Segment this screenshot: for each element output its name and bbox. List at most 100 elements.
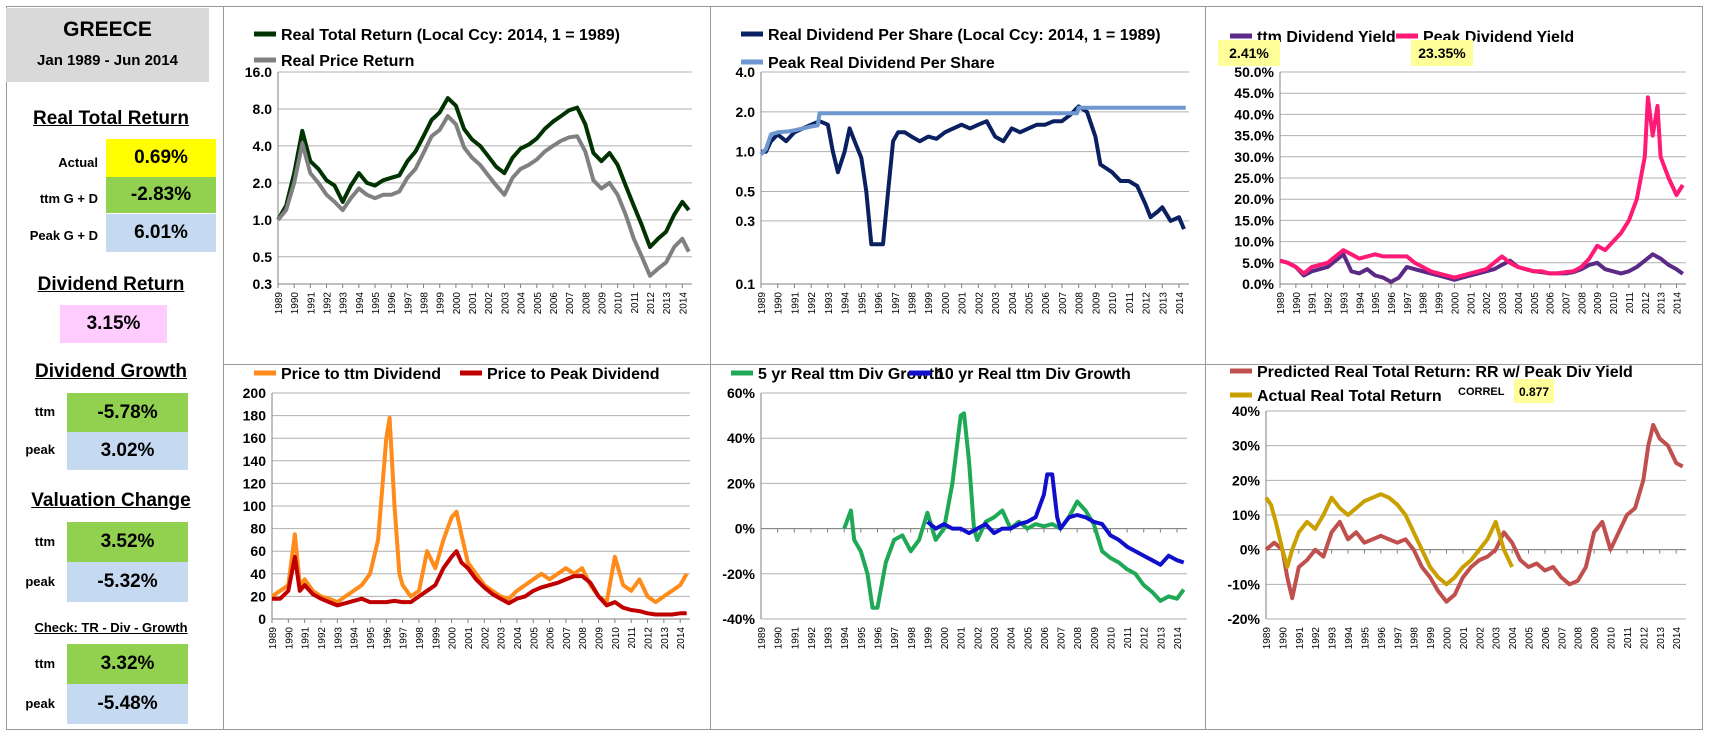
annotation-box <box>1218 40 1280 66</box>
x-tick-label: 2008 <box>1075 292 1086 315</box>
x-tick-label: 1999 <box>924 292 935 315</box>
ttm-gd-value: -2.83% <box>106 177 216 213</box>
x-tick-label: 1993 <box>1339 292 1350 315</box>
legend-label: Real Price Return <box>281 53 414 70</box>
x-tick-label: 1989 <box>268 627 279 650</box>
x-tick-label: 1993 <box>824 627 835 650</box>
y-tick-label: 16.0 <box>245 64 272 80</box>
x-tick-label: 2001 <box>957 627 968 650</box>
x-tick-label: 2014 <box>1672 627 1683 650</box>
y-tick-label: 0.5 <box>736 184 756 200</box>
x-tick-label: 2009 <box>1593 292 1604 315</box>
x-tick-label: 1991 <box>306 292 317 315</box>
y-tick-label: 4.0 <box>736 64 756 80</box>
panel-divider <box>224 364 1703 365</box>
panel-divider <box>710 6 711 730</box>
correl-value: 0.877 <box>1519 385 1549 399</box>
x-tick-label: 1992 <box>807 292 818 315</box>
y-tick-label: 45.0% <box>1234 85 1274 101</box>
x-tick-label: 2007 <box>1057 627 1068 650</box>
y-tick-label: 140 <box>243 453 267 469</box>
x-tick-label: 1994 <box>840 627 851 650</box>
legend-label: Real Dividend Per Share (Local Ccy: 2014… <box>768 27 1161 44</box>
x-tick-label: 1994 <box>841 292 852 315</box>
y-tick-label: 0.5 <box>253 249 273 265</box>
y-tick-label: 5.0% <box>1242 255 1274 271</box>
x-tick-label: 1991 <box>1308 292 1319 315</box>
x-tick-label: 2009 <box>1090 627 1101 650</box>
x-tick-label: 2013 <box>662 292 673 315</box>
x-tick-label: 2012 <box>644 627 655 650</box>
check-ttm-label: ttm <box>34 656 55 671</box>
legend-label: 5 yr Real ttm Div Growth <box>758 366 944 383</box>
x-tick-label: 2009 <box>1590 627 1601 650</box>
x-tick-label: 2002 <box>973 627 984 650</box>
x-tick-label: 2003 <box>1498 292 1509 315</box>
peak-gd-label: Peak G + D <box>29 228 98 243</box>
y-tick-label: 25.0% <box>1234 170 1274 186</box>
series-line-2 <box>276 114 691 278</box>
x-tick-label: 2008 <box>1574 627 1585 650</box>
y-tick-label: 0% <box>1240 542 1261 558</box>
valuation-change-ttm-value: 3.52% <box>67 522 188 562</box>
annotation-box <box>1411 40 1473 66</box>
x-tick-label: 2005 <box>1530 292 1541 315</box>
x-tick-label: 2009 <box>1091 292 1102 315</box>
series-line-1 <box>1264 422 1684 604</box>
y-tick-label: 20 <box>250 588 266 604</box>
x-tick-label: 1996 <box>1377 627 1388 650</box>
x-tick-label: 2011 <box>1623 627 1634 649</box>
x-tick-label: 1996 <box>387 292 398 315</box>
x-tick-label: 1996 <box>873 627 884 650</box>
y-tick-label: -40% <box>722 611 755 627</box>
x-tick-label: 1996 <box>1387 292 1398 315</box>
x-tick-label: 1997 <box>890 627 901 650</box>
x-tick-label: 2001 <box>958 292 969 315</box>
dividend-return-value: 3.15% <box>60 305 167 343</box>
x-tick-label: 1992 <box>317 627 328 650</box>
x-tick-label: 2004 <box>1514 292 1525 315</box>
x-tick-label: 2000 <box>941 292 952 315</box>
x-tick-label: 1995 <box>1360 627 1371 650</box>
x-tick-label: 1991 <box>1295 627 1306 650</box>
x-tick-label: 1996 <box>874 292 885 315</box>
legend-label: Actual Real Total Return <box>1257 388 1442 405</box>
x-tick-label: 2014 <box>678 292 689 315</box>
y-tick-label: 10.0% <box>1234 234 1274 250</box>
x-tick-label: 2006 <box>1041 292 1052 315</box>
x-tick-label: 1990 <box>1292 292 1303 315</box>
y-tick-label: 200 <box>243 385 267 401</box>
x-tick-label: 1990 <box>774 627 785 650</box>
x-tick-label: 2007 <box>1561 292 1572 315</box>
check-heading: Check: TR - Div - Growth <box>34 620 188 635</box>
y-tick-label: 40 <box>250 566 266 582</box>
series-line-2 <box>759 105 1186 156</box>
y-tick-label: -10% <box>1227 576 1260 592</box>
x-tick-label: 2014 <box>1173 627 1184 650</box>
series-line-2 <box>1264 492 1514 587</box>
series-line-1 <box>761 104 1186 247</box>
x-tick-label: 2007 <box>1058 292 1069 315</box>
check-ttm-value: 3.32% <box>67 644 188 684</box>
dividend-growth-heading: Dividend Growth <box>35 361 187 382</box>
y-tick-label: 0.0% <box>1242 276 1274 292</box>
x-tick-label: 2011 <box>1123 627 1134 649</box>
y-tick-label: 0 <box>258 611 266 627</box>
x-tick-label: 2012 <box>1140 627 1151 650</box>
x-tick-label: 2002 <box>974 292 985 315</box>
x-tick-label: 2001 <box>1466 292 1477 315</box>
actual-return-value: 0.69% <box>106 139 216 177</box>
x-tick-label: 2000 <box>940 627 951 650</box>
x-tick-label: 2005 <box>1025 292 1036 315</box>
x-tick-label: 1999 <box>436 292 447 315</box>
series-line-1 <box>1279 252 1684 284</box>
x-tick-label: 2013 <box>1657 292 1668 315</box>
x-tick-label: 1998 <box>1410 627 1421 650</box>
x-tick-label: 2012 <box>646 292 657 315</box>
x-tick-label: 1998 <box>420 292 431 315</box>
y-tick-label: 120 <box>243 475 267 491</box>
x-tick-label: 1992 <box>1324 292 1335 315</box>
x-tick-label: 2011 <box>1625 292 1636 314</box>
x-tick-label: 2010 <box>1108 292 1119 315</box>
x-tick-label: 1993 <box>333 627 344 650</box>
